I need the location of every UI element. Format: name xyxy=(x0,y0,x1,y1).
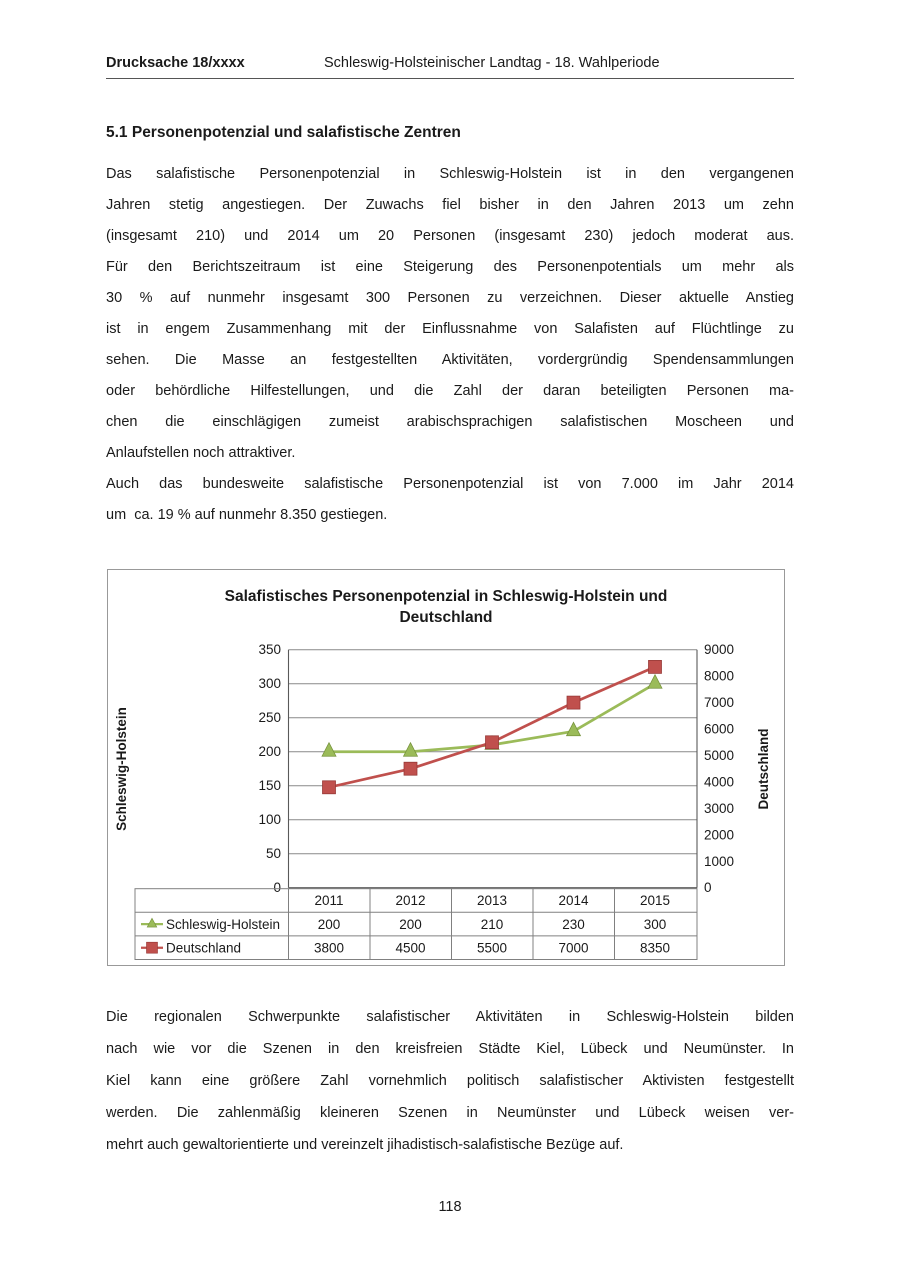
svg-text:Deutschland: Deutschland xyxy=(756,728,771,809)
svg-text:3000: 3000 xyxy=(704,801,734,816)
svg-text:200: 200 xyxy=(318,917,341,932)
svg-text:300: 300 xyxy=(258,676,281,691)
svg-text:210: 210 xyxy=(481,917,504,932)
svg-text:Salafistisches Personenpotenzi: Salafistisches Personenpotenzial in Schl… xyxy=(225,588,668,605)
svg-text:2015: 2015 xyxy=(640,893,670,908)
svg-text:150: 150 xyxy=(258,778,281,793)
svg-text:1000: 1000 xyxy=(704,854,734,869)
svg-text:Deutschland: Deutschland xyxy=(166,940,241,955)
svg-text:2014: 2014 xyxy=(558,893,589,908)
svg-text:0: 0 xyxy=(273,880,281,895)
svg-text:4500: 4500 xyxy=(395,940,425,955)
svg-text:100: 100 xyxy=(258,812,281,827)
svg-text:4000: 4000 xyxy=(704,775,734,790)
svg-text:230: 230 xyxy=(562,917,585,932)
svg-text:0: 0 xyxy=(704,880,712,895)
svg-text:9000: 9000 xyxy=(704,642,734,657)
svg-text:8350: 8350 xyxy=(640,940,670,955)
svg-text:2000: 2000 xyxy=(704,828,734,843)
svg-text:7000: 7000 xyxy=(558,940,588,955)
svg-text:5500: 5500 xyxy=(477,940,507,955)
svg-text:5000: 5000 xyxy=(704,748,734,763)
svg-text:Schleswig-Holstein: Schleswig-Holstein xyxy=(166,917,280,932)
svg-text:300: 300 xyxy=(644,917,667,932)
svg-text:350: 350 xyxy=(258,642,281,657)
svg-text:200: 200 xyxy=(258,744,281,759)
svg-text:2011: 2011 xyxy=(314,893,343,908)
svg-text:3800: 3800 xyxy=(314,940,344,955)
svg-text:Deutschland: Deutschland xyxy=(399,609,492,626)
svg-text:2012: 2012 xyxy=(395,893,425,908)
svg-text:6000: 6000 xyxy=(704,722,734,737)
svg-text:200: 200 xyxy=(399,917,422,932)
svg-text:7000: 7000 xyxy=(704,695,734,710)
svg-text:Schleswig-Holstein: Schleswig-Holstein xyxy=(114,707,129,831)
svg-text:8000: 8000 xyxy=(704,669,734,684)
svg-text:50: 50 xyxy=(266,846,281,861)
svg-text:250: 250 xyxy=(258,710,281,725)
svg-text:2013: 2013 xyxy=(477,893,507,908)
